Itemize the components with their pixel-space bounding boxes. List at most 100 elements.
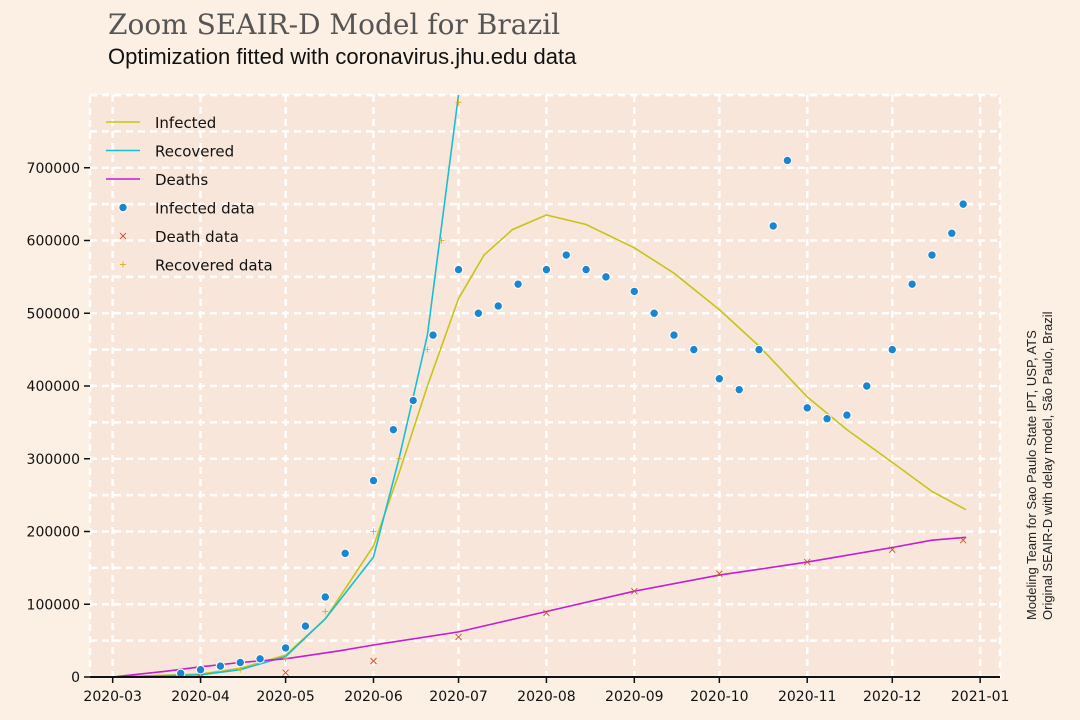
point-infected-data xyxy=(862,381,872,391)
point-infected-data xyxy=(541,264,552,275)
x-tick-label: 2020-06 xyxy=(344,689,403,705)
point-death-data xyxy=(455,633,462,641)
point-recovered-data xyxy=(438,237,445,244)
legend-item-deaths[interactable]: Deaths xyxy=(106,171,208,189)
point-infected-data xyxy=(235,657,245,668)
credits-line-1: Modeling Team for Sao Paulo State IPT, U… xyxy=(1024,330,1039,620)
point-infected-data xyxy=(176,668,186,677)
legend-item-death-data[interactable]: Death data xyxy=(119,228,239,246)
point-infected-data xyxy=(734,384,744,395)
point-infected-data xyxy=(842,410,852,420)
point-death-data xyxy=(543,609,550,617)
point-infected-data xyxy=(714,374,725,384)
point-recovered-data xyxy=(455,99,462,106)
point-infected-data xyxy=(561,250,571,260)
series-line-recovered xyxy=(112,95,460,677)
point-infected-data xyxy=(581,264,591,275)
x-tick-label: 2020-03 xyxy=(83,689,142,705)
x-tick-label: 2021-01 xyxy=(951,689,1010,705)
point-recovered-data xyxy=(370,528,377,535)
point-infected-data xyxy=(669,330,679,340)
point-infected-data xyxy=(195,665,206,675)
legend-swatch xyxy=(118,202,128,213)
point-infected-data xyxy=(689,344,699,355)
point-infected-data xyxy=(320,592,330,602)
x-tick-label: 2020-09 xyxy=(605,689,664,705)
point-infected-data xyxy=(473,308,484,318)
point-infected-data xyxy=(802,403,812,413)
point-recovered-data xyxy=(322,608,329,615)
x-tick-label: 2020-12 xyxy=(863,689,922,705)
legend[interactable]: Infected Recovered Deaths Infected data Deat… xyxy=(106,114,273,275)
legend-item-recovered-data[interactable]: Recovered data xyxy=(120,257,273,275)
legend-item-infected-data[interactable]: Infected data xyxy=(118,200,255,218)
point-infected-data xyxy=(754,344,764,355)
legend-label: Infected xyxy=(155,114,216,132)
legend-label: Infected data xyxy=(155,200,255,218)
point-infected-data xyxy=(300,621,311,631)
y-tick-label: 0 xyxy=(71,670,80,686)
series-layer xyxy=(112,95,968,677)
point-infected-data xyxy=(601,272,611,282)
point-infected-data xyxy=(782,155,793,166)
legend-item-recovered[interactable]: Recovered xyxy=(106,143,234,161)
x-tick-label: 2020-07 xyxy=(429,689,488,705)
point-infected-data xyxy=(453,264,464,275)
point-infected-data xyxy=(887,344,897,355)
point-infected-data xyxy=(513,279,523,289)
x-tick-label: 2020-04 xyxy=(171,689,230,705)
point-infected-data xyxy=(340,548,350,559)
y-tick-label: 200000 xyxy=(27,525,80,541)
legend-label: Recovered data xyxy=(155,257,273,275)
legend-label: Death data xyxy=(155,228,239,246)
point-infected-data xyxy=(428,330,438,340)
legend-label: Deaths xyxy=(155,171,208,189)
legend-swatch xyxy=(120,261,126,268)
legend-swatch xyxy=(119,232,127,240)
point-recovered-data xyxy=(396,455,403,462)
point-infected-data xyxy=(215,661,226,671)
point-death-data xyxy=(630,587,638,595)
point-infected-data xyxy=(768,221,778,231)
legend-item-infected[interactable]: Infected xyxy=(106,114,216,132)
point-death-data xyxy=(959,536,967,544)
legend-label: Recovered xyxy=(155,143,234,161)
point-death-data xyxy=(716,570,723,578)
x-tick-label: 2020-08 xyxy=(517,689,576,705)
point-infected-data xyxy=(927,250,937,260)
series-line-deaths xyxy=(112,536,967,677)
chart-title: Zoom SEAIR-D Model for Brazil xyxy=(108,8,561,41)
point-infected-data xyxy=(280,643,291,653)
point-infected-data xyxy=(907,279,917,289)
point-recovered-data xyxy=(237,666,244,673)
y-tick-label: 300000 xyxy=(27,452,80,468)
point-death-data xyxy=(282,669,289,676)
point-infected-data xyxy=(947,228,957,238)
point-death-data xyxy=(888,546,896,554)
point-infected-data xyxy=(388,424,399,435)
point-infected-data xyxy=(255,654,265,664)
x-tick-label: 2020-10 xyxy=(690,689,749,705)
x-tick-label: 2020-11 xyxy=(778,689,837,705)
chart-subtitle: Optimization fitted with coronavirus.jhu… xyxy=(108,44,577,69)
y-tick-label: 500000 xyxy=(27,306,80,322)
y-tick-label: 600000 xyxy=(27,234,80,250)
y-tick-label: 400000 xyxy=(27,379,80,395)
x-tick-label: 2020-05 xyxy=(256,689,315,705)
point-infected-data xyxy=(958,199,968,209)
point-recovered-data xyxy=(424,346,431,353)
point-recovered-data xyxy=(282,655,289,662)
point-infected-data xyxy=(822,414,832,424)
credits-line-2: Original SEAIR-D with delay model, São P… xyxy=(1040,311,1055,620)
point-death-data xyxy=(370,657,377,665)
point-infected-data xyxy=(629,286,639,297)
point-death-data xyxy=(197,673,204,677)
point-infected-data xyxy=(493,301,503,311)
y-tick-label: 700000 xyxy=(27,161,80,177)
point-infected-data xyxy=(649,308,659,318)
point-death-data xyxy=(803,558,811,566)
y-tick-label: 100000 xyxy=(27,597,80,613)
axes: 2020-03 2020-04 2020-05 2020-06 2020-07 2020-… xyxy=(27,161,1010,705)
point-infected-data xyxy=(408,395,418,406)
